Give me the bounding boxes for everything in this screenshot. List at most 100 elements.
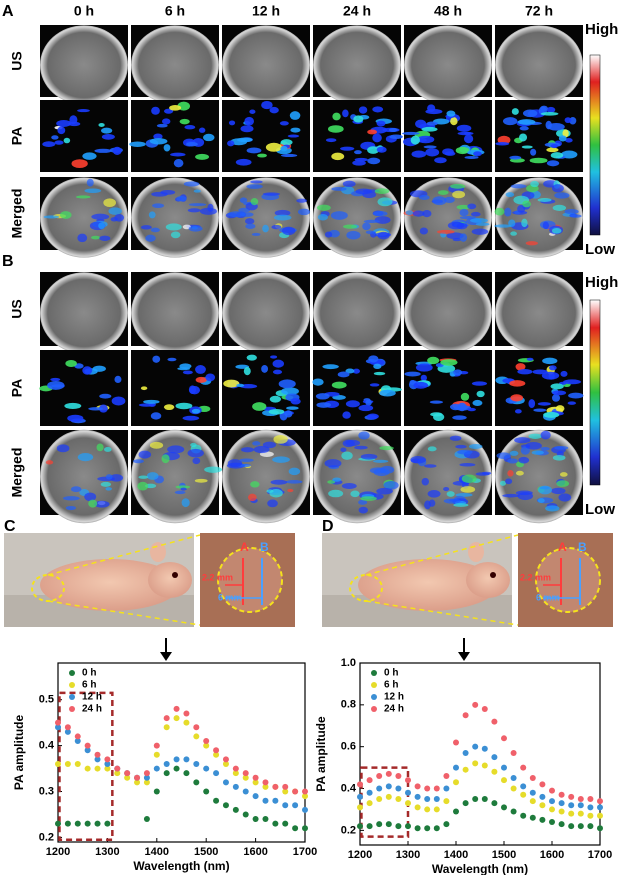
data-point xyxy=(453,808,459,815)
pa-signal xyxy=(132,459,145,464)
pa-signal xyxy=(568,392,584,399)
y-axis-label: PA amplitude xyxy=(12,715,26,791)
data-point xyxy=(55,760,61,767)
pa-signal xyxy=(163,108,174,114)
pa-signal xyxy=(252,402,267,411)
pa-signal xyxy=(170,152,186,157)
data-point xyxy=(282,820,289,827)
pa-signal xyxy=(546,106,556,113)
pa-signal xyxy=(473,151,482,157)
pa-signal xyxy=(56,444,70,453)
pa-signal xyxy=(194,478,208,483)
row-label: Merged xyxy=(9,448,25,498)
data-point xyxy=(395,772,402,779)
data-point xyxy=(104,756,111,763)
data-point xyxy=(472,743,479,750)
us-image xyxy=(131,272,219,354)
pa-signal xyxy=(520,446,530,455)
pa-signal xyxy=(290,127,301,133)
pa-signal xyxy=(510,394,524,402)
data-point xyxy=(597,812,603,819)
data-point xyxy=(424,806,431,813)
mouse-head xyxy=(148,562,192,598)
pa-signal xyxy=(161,454,170,464)
pa-signal xyxy=(288,467,301,476)
pa-signal xyxy=(530,148,537,156)
pa-signal xyxy=(86,178,94,187)
pa-signal xyxy=(550,143,558,149)
data-point xyxy=(366,823,373,830)
pa-signal xyxy=(542,221,549,230)
pa-signal xyxy=(449,435,462,441)
pa-signal xyxy=(360,453,378,460)
us-image xyxy=(495,25,583,105)
data-point xyxy=(481,762,488,769)
pa-signal xyxy=(471,381,488,386)
pa-signal xyxy=(272,369,283,375)
panel-letter: D xyxy=(322,518,334,535)
pa-signal xyxy=(88,499,98,508)
pa-signal xyxy=(452,190,466,199)
pa-signal xyxy=(243,367,251,376)
data-point xyxy=(94,765,101,772)
us-image xyxy=(404,429,492,524)
data-point xyxy=(213,797,220,804)
mouse-eye xyxy=(490,572,496,578)
mouse-body xyxy=(40,559,180,611)
pa-signal xyxy=(179,363,192,369)
pa-signal xyxy=(456,204,470,210)
pa-signal xyxy=(423,145,437,149)
data-point xyxy=(84,747,91,754)
data-point xyxy=(114,765,121,772)
data-point xyxy=(74,738,81,745)
pa-signal xyxy=(342,109,349,118)
pa-signal xyxy=(98,123,105,127)
data-point xyxy=(104,765,111,772)
pa-signal xyxy=(153,133,163,140)
pa-signal xyxy=(98,404,108,413)
pa-signal xyxy=(91,213,110,220)
data-point xyxy=(272,797,279,804)
pa-signal xyxy=(54,140,64,145)
row-label: PA xyxy=(9,127,25,145)
pa-signal xyxy=(94,148,112,153)
x-tick-label: 1300 xyxy=(396,849,420,861)
data-point xyxy=(597,825,603,832)
time-header: 72 h xyxy=(525,3,553,19)
pa-signal xyxy=(546,160,560,167)
data-point xyxy=(568,793,575,800)
data-point xyxy=(153,765,160,772)
pa-signal xyxy=(192,457,201,465)
x-tick-label: 1700 xyxy=(293,846,317,858)
pa-signal xyxy=(340,146,355,151)
data-point xyxy=(539,802,546,809)
pa-signal xyxy=(150,227,160,233)
data-point xyxy=(568,810,575,817)
pa-signal xyxy=(346,230,361,240)
pa-signal xyxy=(57,126,66,135)
data-point xyxy=(64,760,71,767)
pa-signal xyxy=(92,365,106,372)
data-point xyxy=(549,798,555,805)
pa-signal xyxy=(165,223,182,231)
pa-signal xyxy=(545,505,560,512)
pa-signal xyxy=(517,204,526,213)
pa-signal xyxy=(515,363,526,371)
pa-signal xyxy=(152,203,165,208)
data-point xyxy=(262,797,269,804)
data-point xyxy=(376,795,383,802)
data-point xyxy=(64,724,71,731)
pa-signal xyxy=(174,490,186,495)
data-point xyxy=(272,820,279,827)
y-tick-label: 0.5 xyxy=(39,694,54,706)
pa-signal xyxy=(504,207,512,217)
row-label: PA xyxy=(9,379,25,397)
data-point xyxy=(94,756,101,763)
pa-signal xyxy=(105,474,113,480)
pa-signal xyxy=(100,481,112,487)
pa-signal xyxy=(114,375,122,384)
pa-signal xyxy=(182,415,200,421)
legend-label: 12 h xyxy=(384,692,404,703)
data-point xyxy=(292,825,299,832)
pa-signal xyxy=(88,407,103,411)
